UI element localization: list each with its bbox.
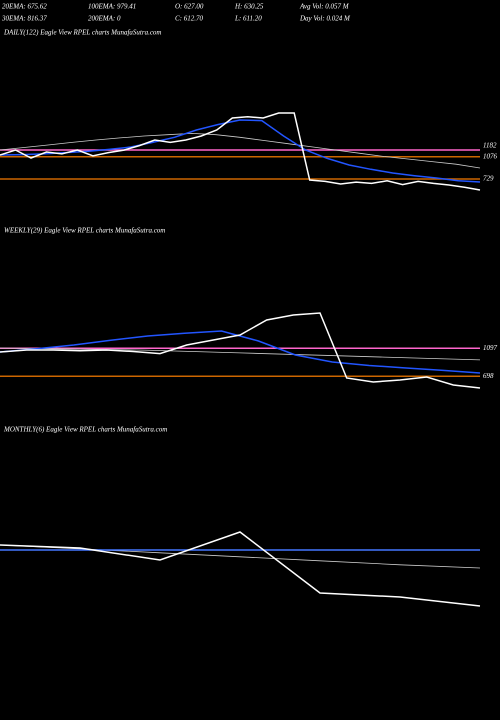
reference-label: 1097 — [483, 344, 498, 352]
price-line — [0, 347, 481, 361]
price-line — [0, 132, 481, 169]
reference-label: 1076 — [483, 152, 498, 160]
header-stat: H: 630.25 — [234, 3, 264, 11]
price-line — [0, 531, 481, 607]
header-stat: 100EMA: 979.41 — [88, 3, 136, 11]
reference-label: 729 — [483, 175, 494, 183]
header-stat: 20EMA: 675.62 — [2, 3, 47, 11]
panel-title: DAILY(122) Eagle View RPEL charts Munafa… — [3, 29, 161, 37]
header-stat: Avg Vol: 0.057 M — [299, 3, 350, 11]
price-line — [0, 119, 481, 183]
panel-title: WEEKLY(29) Eagle View RPEL charts Munafa… — [4, 227, 165, 235]
header-stat: 30EMA: 816.37 — [1, 15, 47, 23]
header-stat: 200EMA: 0 — [88, 15, 121, 23]
reference-label: 1182 — [483, 142, 497, 150]
panel-title: MONTHLY(6) Eagle View RPEL charts Munafa… — [3, 426, 167, 434]
header-stat: C: 612.70 — [175, 15, 204, 23]
price-line — [0, 312, 481, 389]
reference-label: 698 — [483, 372, 494, 380]
header-stat: O: 627.00 — [175, 3, 204, 11]
price-line — [0, 544, 481, 569]
price-line — [0, 112, 481, 191]
header-stat: Day Vol: 0.024 M — [299, 15, 351, 23]
price-line — [0, 330, 481, 374]
header-stat: L: 611.20 — [234, 15, 262, 23]
